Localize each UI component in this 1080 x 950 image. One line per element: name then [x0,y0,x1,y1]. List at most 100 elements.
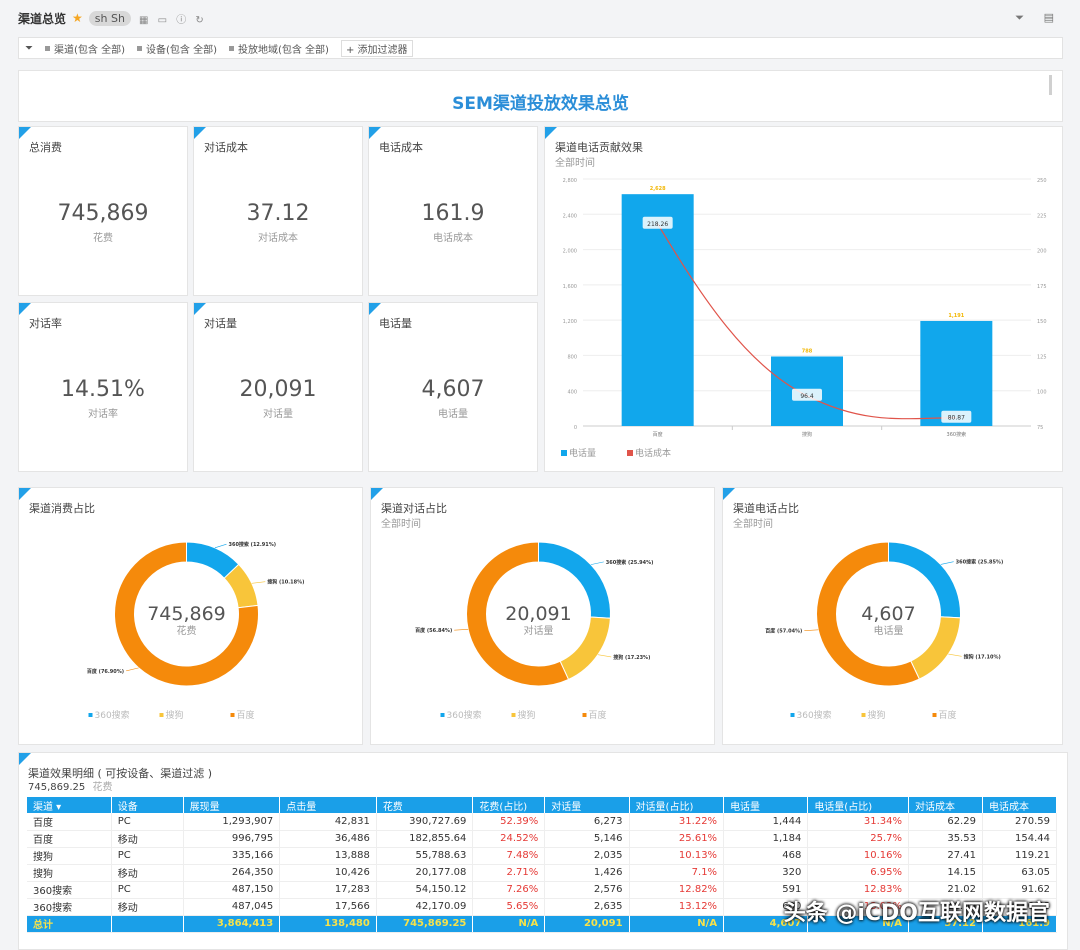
slice-label: 搜狗 (10.18%) [267,579,304,586]
corner-marker-icon [194,303,206,315]
y-right-tick-label: 200 [1037,249,1047,255]
slice-leader-line [940,561,954,565]
filter-region[interactable]: 投放地域(包含 全部) [228,41,329,56]
legend-swatch [582,713,587,717]
kpi-card-chat-rate: 对话率 14.51% 对话率 [18,302,188,472]
filter-device[interactable]: 设备(包含 全部) [136,41,217,56]
column-header[interactable]: 点击量 [279,797,377,813]
table-cell: 20,177.08 [376,864,474,882]
table-cell: 996,795 [183,830,281,848]
scrollbar[interactable] [1049,75,1052,95]
table-cell: 55,788.63 [376,847,474,865]
donut-center-sub: 花费 [177,624,197,637]
table-cell: 2.71% [472,864,546,882]
donut-center-value: 20,091 [505,603,571,625]
table-cell: 37.12 [908,915,983,933]
legend-swatch [861,713,866,717]
table-cell: 62.29 [908,813,983,831]
table-cell: 335,166 [183,847,281,865]
bar [920,320,993,426]
toolbar-icons[interactable]: ▦ ▭ ⓘ ↻ [138,14,207,26]
corner-marker-icon [19,753,31,765]
column-header[interactable]: 电话量 [723,797,809,813]
table-cell: 264,350 [183,864,281,882]
legend-swatch [932,713,937,717]
slice-leader-line [251,581,266,584]
detail-table: 渠道 ▾ 设备 展现量 点击量 花费 花费(占比) 对话量 对话量(占比) 电话量 电话量(占比)… [27,797,1058,933]
legend-swatch [627,450,633,456]
table-cell: 3,864,413 [183,915,281,933]
spend-share-donut: 360搜索 (12.91%) 搜狗 (10.18%) 百度 (76.90%) 745,… [87,541,304,721]
legend-swatch [511,713,516,717]
table-cell: N/A [472,915,546,933]
corner-marker-icon [371,488,383,500]
filter-channel[interactable]: 渠道(包含 全部) [45,41,125,56]
column-header[interactable]: 展现量 [183,797,281,813]
banner-title: SEM渠道投放效果总览 [452,94,629,114]
filter-label: 设备(包含 全部) [145,44,217,56]
filter-dot-icon [136,45,142,51]
table-cell: 7.1% [629,864,725,882]
column-header[interactable]: 电话量(占比) [807,797,909,813]
favorite-star-icon[interactable]: ★ [72,11,83,25]
table-row: 百度 移动 996,795 36,486 182,855.64 24.52% 5,146 25… [27,830,1058,848]
table-cell: 154.44 [982,830,1058,848]
legend-swatch [561,450,567,456]
corner-marker-icon [369,303,381,315]
phone-contribution-chart-panel: 渠道电话贡献效果 全部时间 2,800 2,400 2,000 1,600 1,200 8… [544,126,1063,472]
kpi-label: 对话量 [204,317,237,330]
phone-share-panel: 渠道电话占比 全部时间 360搜索 (25.85%) 搜狗 (17.10%) 百度 … [722,487,1063,745]
table-cell [111,915,184,933]
chat-share-panel: 渠道对话占比 全部时间 360搜索 (25.94%) 搜狗 (17.23%) 百度 … [370,487,715,745]
chart-subtitle: 全部时间 [381,519,421,530]
table-cell: 17,566 [279,898,377,916]
table-cell: 移动 [111,830,184,848]
column-header[interactable]: 渠道 ▾ [27,797,112,813]
kpi-value: 4,607 [421,377,485,402]
corner-marker-icon [19,127,31,139]
table-row: 360搜索 PC 487,150 17,283 54,150.12 7.26% 2,576 1… [27,881,1058,899]
table-row: 搜狗 移动 264,350 10,426 20,177.08 2.71% 1,426 7.1%… [27,864,1058,882]
column-header[interactable]: 花费 [376,797,474,813]
chart-subtitle: 全部时间 [733,519,773,530]
table-cell: 7.26% [472,881,546,899]
column-header[interactable]: 对话量(占比) [629,797,725,813]
kpi-sub: 对话率 [88,409,118,420]
table-cell: 91.62 [982,881,1058,899]
table-header-row: 渠道 ▾ 设备 展现量 点击量 花费 花费(占比) 对话量 对话量(占比) 电话量 电话量(占比)… [27,797,1058,813]
slice-leader-line [804,629,819,631]
kpi-card-total-spend: 总消费 745,869 花费 [18,126,188,296]
column-header[interactable]: 花费(占比) [472,797,546,813]
table-cell: 745,869.25 [376,915,474,933]
combo-chart: 2,800 2,400 2,000 1,600 1,200 800 400 0 250 225 20… [561,178,1047,459]
table-cell: 1,293,907 [183,813,281,831]
table-cell: 12.83% [807,881,909,899]
table-cell: 31.34% [807,813,909,831]
table-cell: 25.61% [629,830,725,848]
banner-panel: SEM渠道投放效果总览 [18,70,1063,122]
table-cell: 1,444 [723,813,809,831]
column-header[interactable]: 对话成本 [908,797,983,813]
table-cell: 27.41 [908,847,983,865]
table-cell: 2,576 [544,881,630,899]
legend-label: 电话量 [569,447,596,459]
slice-label: 搜狗 (17.10%) [964,653,1001,660]
donut-slice [466,541,570,687]
add-filter-button[interactable]: + 添加过滤器 [340,39,413,57]
donut-slice [559,616,611,681]
top-bar: 渠道总览 ★ sh Sh ▦ ▭ ⓘ ↻ ⏷ ▤ [0,0,1080,36]
avatar[interactable]: sh Sh [88,10,131,26]
table-cell: N/A [807,915,909,933]
column-header[interactable]: 对话量 [544,797,630,813]
legend-label: 搜狗 [868,709,886,721]
column-header[interactable]: 电话成本 [982,797,1058,813]
chart-title: 渠道电话贡献效果 [555,141,643,154]
y-left-tick-label: 800 [567,354,577,360]
x-tick-label: 360搜索 [947,431,967,438]
y-right-tick-label: 125 [1037,354,1047,360]
column-header[interactable]: 设备 [111,797,184,813]
filter-and-settings-icons[interactable]: ⏷ ▤ [1015,11,1062,24]
table-cell: 总计 [27,915,112,933]
table-cell: 7.48% [472,847,546,865]
kpi-label: 对话率 [29,317,62,330]
